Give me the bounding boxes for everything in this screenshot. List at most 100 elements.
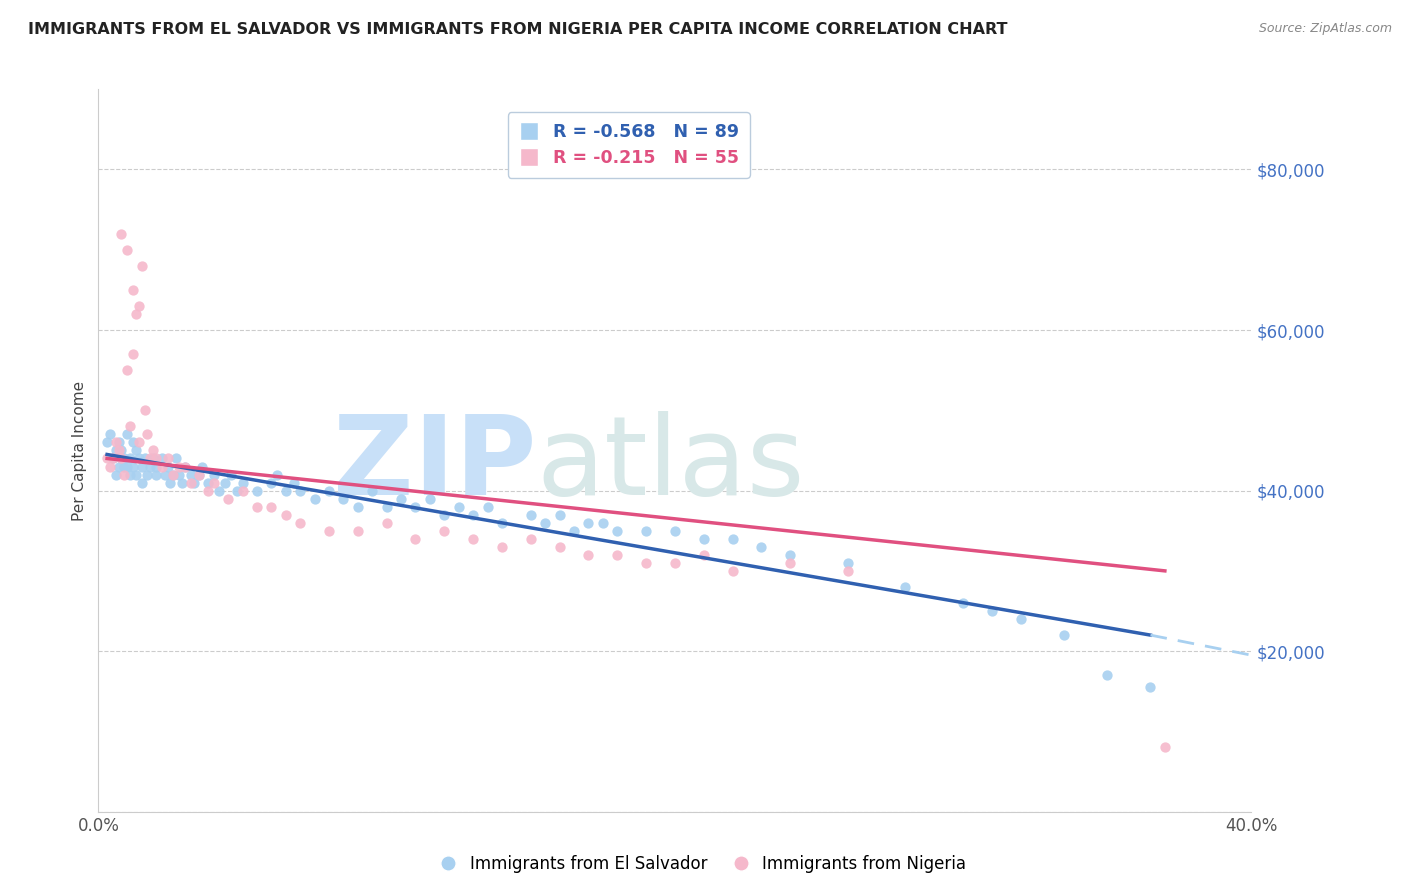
Point <box>225 483 247 498</box>
Point <box>606 548 628 562</box>
Point <box>231 483 254 498</box>
Point <box>693 548 716 562</box>
Point <box>260 500 283 514</box>
Point <box>217 491 239 506</box>
Point <box>145 467 167 482</box>
Point <box>721 564 744 578</box>
Point <box>159 475 181 490</box>
Point <box>208 483 231 498</box>
Point <box>139 459 162 474</box>
Point <box>125 467 148 482</box>
Point <box>520 532 543 546</box>
Point <box>110 443 132 458</box>
Point <box>125 443 148 458</box>
Point <box>128 435 150 450</box>
Point <box>145 451 167 466</box>
Point <box>721 532 744 546</box>
Point <box>375 500 398 514</box>
Point <box>150 459 173 474</box>
Point <box>419 491 441 506</box>
Point <box>110 227 132 241</box>
Point <box>112 451 135 466</box>
Point <box>136 467 159 482</box>
Point <box>202 467 225 482</box>
Point <box>117 427 139 442</box>
Y-axis label: Per Capita Income: Per Capita Income <box>72 380 87 521</box>
Point <box>664 556 686 570</box>
Point <box>150 451 173 466</box>
Point <box>136 427 159 442</box>
Point <box>174 459 197 474</box>
Point <box>491 540 513 554</box>
Point <box>491 516 513 530</box>
Point <box>122 435 145 450</box>
Point <box>197 475 219 490</box>
Point <box>122 347 145 361</box>
Point <box>332 491 354 506</box>
Text: ZIP: ZIP <box>333 411 537 518</box>
Point <box>246 500 269 514</box>
Point <box>283 475 305 490</box>
Point <box>520 508 543 522</box>
Point <box>578 516 600 530</box>
Point <box>606 524 628 538</box>
Point <box>304 491 326 506</box>
Text: Source: ZipAtlas.com: Source: ZipAtlas.com <box>1258 22 1392 36</box>
Point <box>361 483 384 498</box>
Point <box>96 435 118 450</box>
Point <box>1139 680 1161 694</box>
Point <box>128 451 150 466</box>
Point <box>107 435 129 450</box>
Point <box>96 451 118 466</box>
Point <box>188 467 211 482</box>
Point <box>167 459 190 474</box>
Point <box>101 451 124 466</box>
Point <box>433 524 456 538</box>
Point <box>167 467 190 482</box>
Point <box>131 475 153 490</box>
Point <box>162 467 184 482</box>
Point <box>117 459 139 474</box>
Point <box>346 524 368 538</box>
Point <box>174 459 197 474</box>
Point <box>981 604 1004 618</box>
Point <box>433 508 456 522</box>
Point <box>375 516 398 530</box>
Point <box>202 475 225 490</box>
Point <box>405 500 427 514</box>
Point <box>197 483 219 498</box>
Point <box>693 532 716 546</box>
Legend: R = -0.568   N = 89, R = -0.215   N = 55: R = -0.568 N = 89, R = -0.215 N = 55 <box>508 112 749 178</box>
Point <box>139 451 162 466</box>
Point <box>779 548 801 562</box>
Point <box>104 443 127 458</box>
Point <box>134 403 156 417</box>
Point <box>260 475 283 490</box>
Point <box>117 243 139 257</box>
Point <box>188 467 211 482</box>
Point <box>110 451 132 466</box>
Point <box>122 283 145 297</box>
Point <box>246 483 269 498</box>
Point <box>165 451 187 466</box>
Point <box>447 500 470 514</box>
Text: atlas: atlas <box>537 411 806 518</box>
Point <box>664 524 686 538</box>
Point <box>98 427 121 442</box>
Point <box>120 419 142 434</box>
Point <box>131 459 153 474</box>
Point <box>104 435 127 450</box>
Point <box>98 459 121 474</box>
Point <box>477 500 499 514</box>
Point <box>389 491 412 506</box>
Point <box>107 459 129 474</box>
Point <box>125 307 148 321</box>
Point <box>170 475 193 490</box>
Point <box>751 540 773 554</box>
Point <box>779 556 801 570</box>
Point <box>534 516 557 530</box>
Point <box>104 467 127 482</box>
Point <box>290 516 312 530</box>
Point <box>548 540 571 554</box>
Point <box>120 451 142 466</box>
